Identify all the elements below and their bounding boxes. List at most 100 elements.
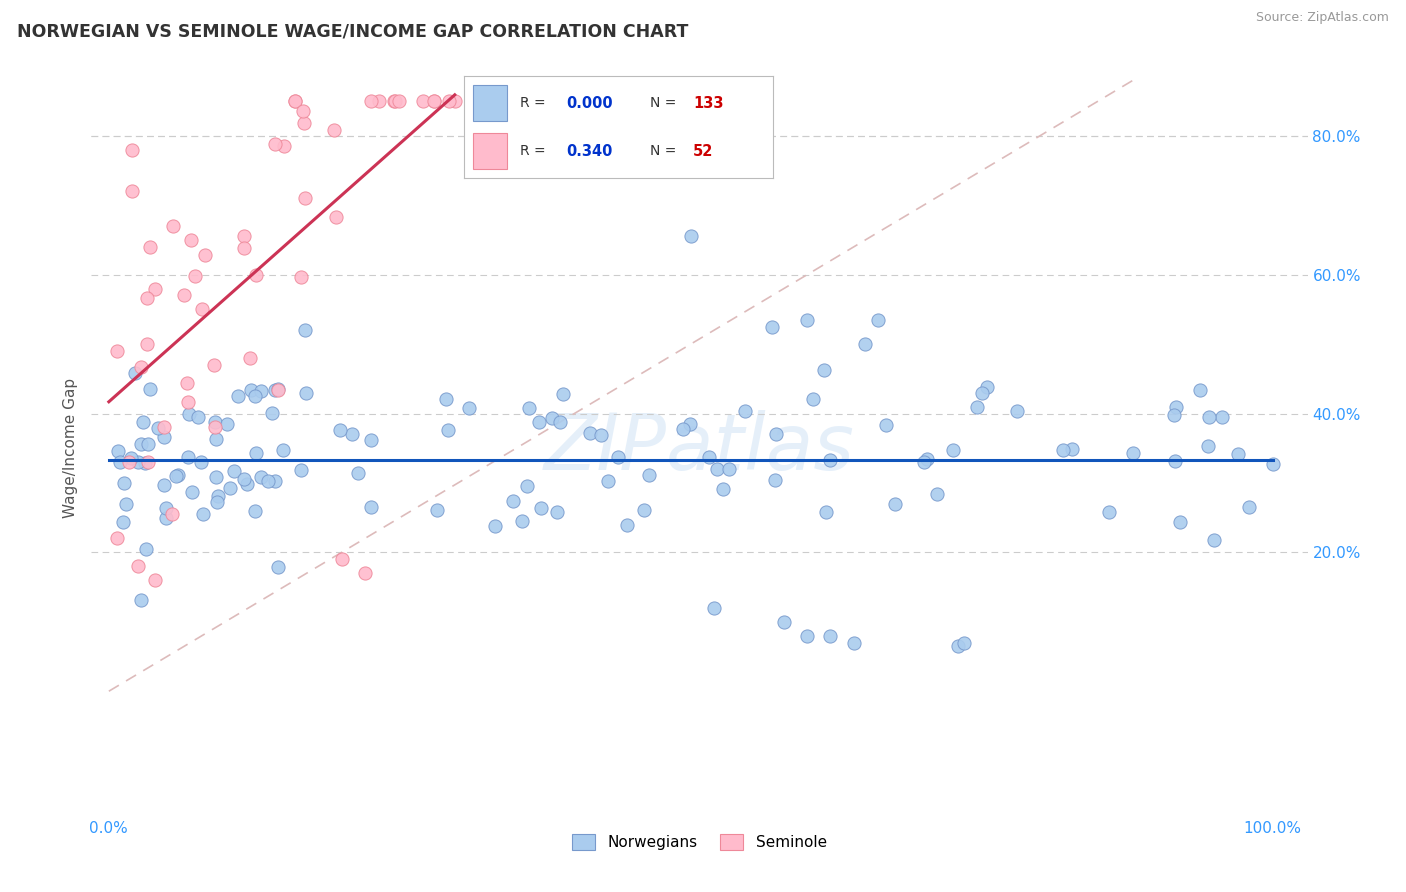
Point: [541, 411, 564, 425]
Text: N =: N =: [650, 145, 681, 158]
Point: [323, 123, 346, 137]
Point: [250, 470, 273, 484]
Point: [290, 270, 312, 285]
Point: [273, 139, 295, 153]
Point: [325, 210, 347, 224]
Text: N =: N =: [650, 96, 681, 110]
Point: [138, 437, 160, 451]
Point: [1189, 383, 1212, 397]
Text: R =: R =: [520, 145, 550, 158]
Point: [202, 358, 225, 372]
Point: [412, 94, 434, 108]
Point: [443, 94, 465, 108]
Point: [1052, 443, 1074, 458]
Point: [354, 566, 377, 581]
Point: [1062, 442, 1084, 456]
Point: [135, 337, 157, 351]
Text: Source: ZipAtlas.com: Source: ZipAtlas.com: [1256, 11, 1389, 24]
Point: [271, 443, 294, 458]
Point: [502, 494, 524, 508]
Point: [942, 443, 965, 458]
Point: [129, 593, 152, 607]
Point: [915, 452, 938, 467]
Point: [510, 514, 533, 528]
Point: [426, 502, 449, 516]
Legend: Norwegians, Seminole: Norwegians, Seminole: [567, 828, 832, 856]
Point: [953, 635, 976, 649]
Point: [1204, 533, 1226, 548]
Point: [883, 497, 905, 511]
Point: [697, 450, 720, 465]
Point: [180, 485, 202, 500]
Point: [226, 389, 249, 403]
Point: [118, 455, 141, 469]
Point: [243, 504, 266, 518]
Point: [148, 421, 170, 435]
Point: [548, 415, 571, 429]
Point: [384, 94, 406, 108]
Point: [976, 380, 998, 394]
Point: [232, 472, 254, 486]
Point: [368, 94, 391, 108]
Point: [551, 387, 574, 401]
Point: [718, 461, 741, 475]
Point: [329, 423, 352, 437]
Point: [875, 418, 897, 433]
Point: [204, 415, 226, 429]
Point: [132, 415, 155, 429]
Point: [796, 313, 818, 327]
Point: [948, 639, 970, 653]
Point: [966, 400, 988, 414]
Point: [912, 455, 935, 469]
Point: [136, 455, 159, 469]
Point: [346, 466, 368, 480]
Point: [589, 427, 612, 442]
Point: [796, 629, 818, 643]
Point: [633, 503, 655, 517]
Point: [134, 456, 156, 470]
Point: [166, 468, 188, 483]
Point: [105, 343, 128, 358]
Point: [284, 94, 307, 108]
Point: [127, 455, 149, 469]
Text: 52: 52: [693, 144, 713, 159]
Point: [204, 470, 226, 484]
Point: [818, 453, 841, 467]
Point: [107, 444, 129, 458]
Point: [578, 426, 600, 441]
Point: [131, 360, 153, 375]
Point: [114, 475, 136, 490]
Point: [207, 490, 229, 504]
Point: [266, 382, 288, 396]
Point: [187, 409, 209, 424]
Point: [437, 94, 460, 108]
Point: [1239, 500, 1261, 514]
Point: [224, 464, 246, 478]
Point: [616, 518, 638, 533]
Point: [264, 475, 287, 489]
Point: [239, 351, 262, 365]
Point: [250, 384, 273, 398]
Text: 0.000: 0.000: [567, 95, 613, 111]
Point: [672, 422, 695, 436]
Point: [111, 515, 134, 529]
Point: [160, 508, 183, 522]
Point: [437, 423, 460, 437]
Point: [121, 185, 143, 199]
Point: [842, 635, 865, 649]
Point: [155, 511, 177, 525]
Point: [177, 407, 200, 421]
Point: [360, 500, 382, 515]
Point: [529, 415, 551, 429]
Point: [434, 392, 457, 406]
Point: [176, 395, 198, 409]
Point: [263, 136, 285, 151]
Point: [139, 382, 162, 396]
Point: [155, 500, 177, 515]
Point: [706, 462, 728, 476]
Point: [193, 507, 215, 521]
Point: [194, 248, 217, 262]
Text: 0.340: 0.340: [567, 144, 613, 159]
Point: [1261, 457, 1284, 471]
Point: [121, 143, 143, 157]
